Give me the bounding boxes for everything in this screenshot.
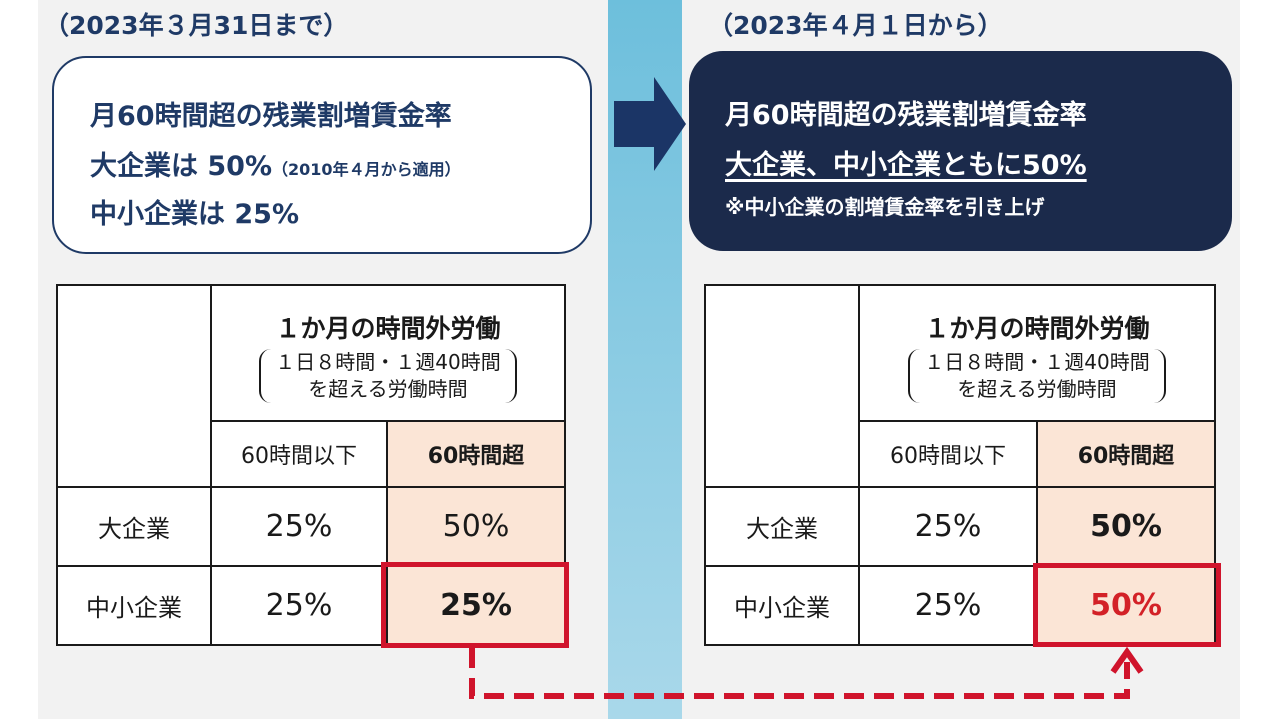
- before-large-rate-note: （2010年４月から適用）: [272, 160, 461, 179]
- right-arrow-icon: [614, 77, 686, 171]
- sme-under60-value: 25%: [858, 565, 1038, 646]
- after-period-heading: （2023年４月１日から）: [708, 11, 1003, 40]
- row-label-large: 大企業: [704, 486, 860, 567]
- after-rate-statement: 大企業、中小企業ともに50%: [725, 150, 1087, 181]
- table-corner-cell: [56, 284, 212, 488]
- sme-under60-value: 25%: [210, 565, 388, 646]
- after-summary-title: 月60時間超の残業割増賃金率: [725, 100, 1087, 131]
- col-header-over60: 60時間超: [386, 420, 566, 488]
- row-label-sme: 中小企業: [56, 565, 212, 646]
- before-summary-title: 月60時間超の残業割増賃金率: [90, 101, 452, 132]
- large-over60-value: 50%: [386, 486, 566, 567]
- table-header-title: １か月の時間外労働: [275, 314, 501, 343]
- after-rate-table: １か月の時間外労働 １日８時間・１週40時間 を超える労働時間 60時間以下 60…: [704, 284, 1216, 646]
- table-header-subtitle: １日８時間・１週40時間 を超える労働時間: [259, 349, 517, 403]
- before-large-rate-text: 大企業は 50%: [90, 151, 273, 182]
- large-under60-value: 25%: [858, 486, 1038, 567]
- row-label-large: 大企業: [56, 486, 212, 567]
- large-over60-value: 50%: [1036, 486, 1216, 567]
- table-header-cell: １か月の時間外労働 １日８時間・１週40時間 を超える労働時間: [210, 284, 566, 422]
- table-header-sub1: １日８時間・１週40時間: [924, 350, 1150, 374]
- before-rate-table: １か月の時間外労働 １日８時間・１週40時間 を超える労働時間 60時間以下 60…: [56, 284, 566, 646]
- large-under60-value: 25%: [210, 486, 388, 567]
- col-header-under60: 60時間以下: [858, 420, 1038, 488]
- before-summary-box: 月60時間超の残業割増賃金率 大企業は 50%（2010年４月から適用） 中小企…: [52, 56, 592, 254]
- table-header-title: １か月の時間外労働: [924, 314, 1150, 343]
- table-header-sub2: を超える労働時間: [957, 377, 1117, 401]
- table-corner-cell: [704, 284, 860, 488]
- before-sme-rate: 中小企業は 25%: [90, 199, 300, 230]
- col-header-under60: 60時間以下: [210, 420, 388, 488]
- col-header-over60: 60時間超: [1036, 420, 1216, 488]
- before-period-heading: （2023年３月31日まで）: [44, 11, 349, 40]
- table-header-cell: １か月の時間外労働 １日８時間・１週40時間 を超える労働時間: [858, 284, 1216, 422]
- before-highlight-frame: [381, 562, 569, 648]
- table-header-subtitle: １日８時間・１週40時間 を超える労働時間: [908, 349, 1166, 403]
- row-label-sme: 中小企業: [704, 565, 860, 646]
- table-header-sub2: を超える労働時間: [308, 377, 468, 401]
- after-rate-note: ※中小企業の割増賃金率を引き上げ: [725, 195, 1045, 219]
- after-summary-box: 月60時間超の残業割増賃金率 大企業、中小企業ともに50% ※中小企業の割増賃金…: [689, 51, 1232, 251]
- after-highlight-frame: [1033, 563, 1221, 647]
- before-large-rate: 大企業は 50%（2010年４月から適用）: [90, 144, 461, 183]
- table-header-sub1: １日８時間・１週40時間: [275, 350, 501, 374]
